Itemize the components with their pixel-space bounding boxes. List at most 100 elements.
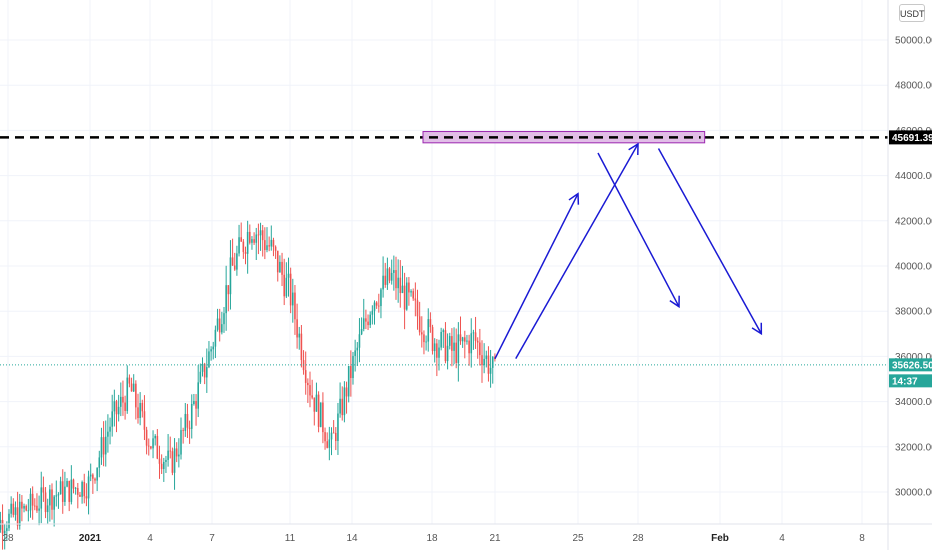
last-price-badge: 35626.50 [892, 360, 932, 371]
candle-body [143, 411, 146, 430]
candle-body [270, 239, 273, 247]
resistance-zone[interactable] [422, 131, 706, 144]
countdown-badge-bg [889, 374, 932, 388]
candle-body [83, 481, 86, 497]
candle-body [223, 313, 225, 325]
candle-body [218, 318, 221, 333]
candle-body [141, 402, 144, 412]
projection-arrows[interactable] [494, 142, 763, 360]
arrow-head [568, 192, 580, 205]
candle-body [246, 231, 249, 254]
candle-body [156, 435, 159, 459]
candle-body [227, 285, 230, 295]
candle-body [378, 305, 380, 307]
candle-body [0, 519, 2, 530]
candle-body [317, 394, 320, 427]
candle-body [255, 234, 258, 243]
candle-body [403, 285, 406, 310]
resistance-price-badge-bg [889, 130, 932, 145]
projection-arrow[interactable] [494, 192, 580, 359]
candle-body [53, 496, 55, 510]
candle-body [438, 347, 440, 358]
candle-body [147, 445, 150, 447]
candle-body [61, 481, 64, 502]
candle-body [390, 272, 393, 281]
candle-body [77, 488, 79, 495]
candle-body [431, 327, 434, 352]
candle-body [292, 292, 294, 306]
candle-body [429, 319, 432, 328]
x-tick-label: 14 [346, 533, 358, 544]
candle-body [102, 437, 105, 455]
candle-body [165, 459, 167, 462]
price-badges: 45691.39 35626.50 14:37 [889, 130, 932, 388]
candle-body [330, 432, 333, 440]
candle-body [483, 358, 485, 366]
candle-body [173, 448, 176, 473]
candle-body [51, 489, 53, 510]
candle-body [354, 350, 356, 356]
candle-body [410, 291, 412, 293]
y-tick-label: 30000.00 [895, 488, 932, 499]
y-tick-label: 50000.00 [895, 36, 932, 47]
projection-arrow[interactable] [657, 148, 763, 336]
resistance-zone-box[interactable] [422, 131, 706, 144]
candle-body [182, 430, 184, 431]
candlestick-series [0, 220, 496, 550]
candle-body [3, 530, 6, 534]
candle-body [474, 332, 477, 341]
candle-body [186, 413, 189, 428]
candle-body [128, 377, 131, 384]
candle-body [1, 519, 4, 534]
candle-body [347, 366, 350, 397]
arrow-shaft [494, 193, 579, 359]
candle-body [326, 441, 328, 448]
arrow-shaft [597, 152, 680, 308]
candle-body [49, 489, 51, 506]
candle-body [74, 488, 77, 489]
currency-button[interactable]: USDT [899, 4, 925, 22]
candle-body [324, 432, 326, 442]
candle-body [231, 257, 234, 266]
candle-body [341, 398, 344, 416]
candle-body [399, 277, 402, 294]
candle-body [440, 331, 442, 348]
candle-body [225, 285, 227, 314]
candle-body [180, 430, 182, 455]
candle-body [369, 314, 371, 326]
candle-body [31, 493, 34, 506]
candle-body [470, 333, 473, 354]
candle-body [242, 241, 245, 253]
candle-body [210, 349, 212, 352]
candle-body [388, 268, 391, 281]
candle-body [68, 481, 70, 502]
candle-body [367, 321, 369, 326]
x-tick-label: 21 [489, 533, 501, 544]
candle-body [120, 396, 122, 407]
candle-body [425, 341, 427, 343]
candle-body [42, 487, 45, 493]
candle-body [276, 250, 279, 273]
candle-body [421, 332, 423, 335]
x-tick-label: 25 [572, 533, 584, 544]
candle-body [397, 277, 399, 289]
candle-body [485, 355, 488, 359]
projection-arrow[interactable] [515, 142, 639, 360]
candle-body [294, 292, 296, 320]
x-tick-label: 4 [779, 533, 785, 544]
candle-body [201, 363, 204, 372]
candle-body [208, 351, 210, 368]
candle-body [96, 467, 98, 481]
candle-body [350, 366, 352, 379]
candle-body [46, 505, 49, 513]
x-tick-label: 4 [147, 533, 153, 544]
candle-body [132, 383, 135, 392]
candle-body [298, 333, 301, 338]
candle-body [380, 289, 382, 307]
candle-body [461, 337, 464, 342]
candle-body [171, 451, 174, 473]
projection-arrow[interactable] [597, 152, 680, 309]
candle-body [352, 355, 354, 379]
candle-body [55, 495, 58, 497]
